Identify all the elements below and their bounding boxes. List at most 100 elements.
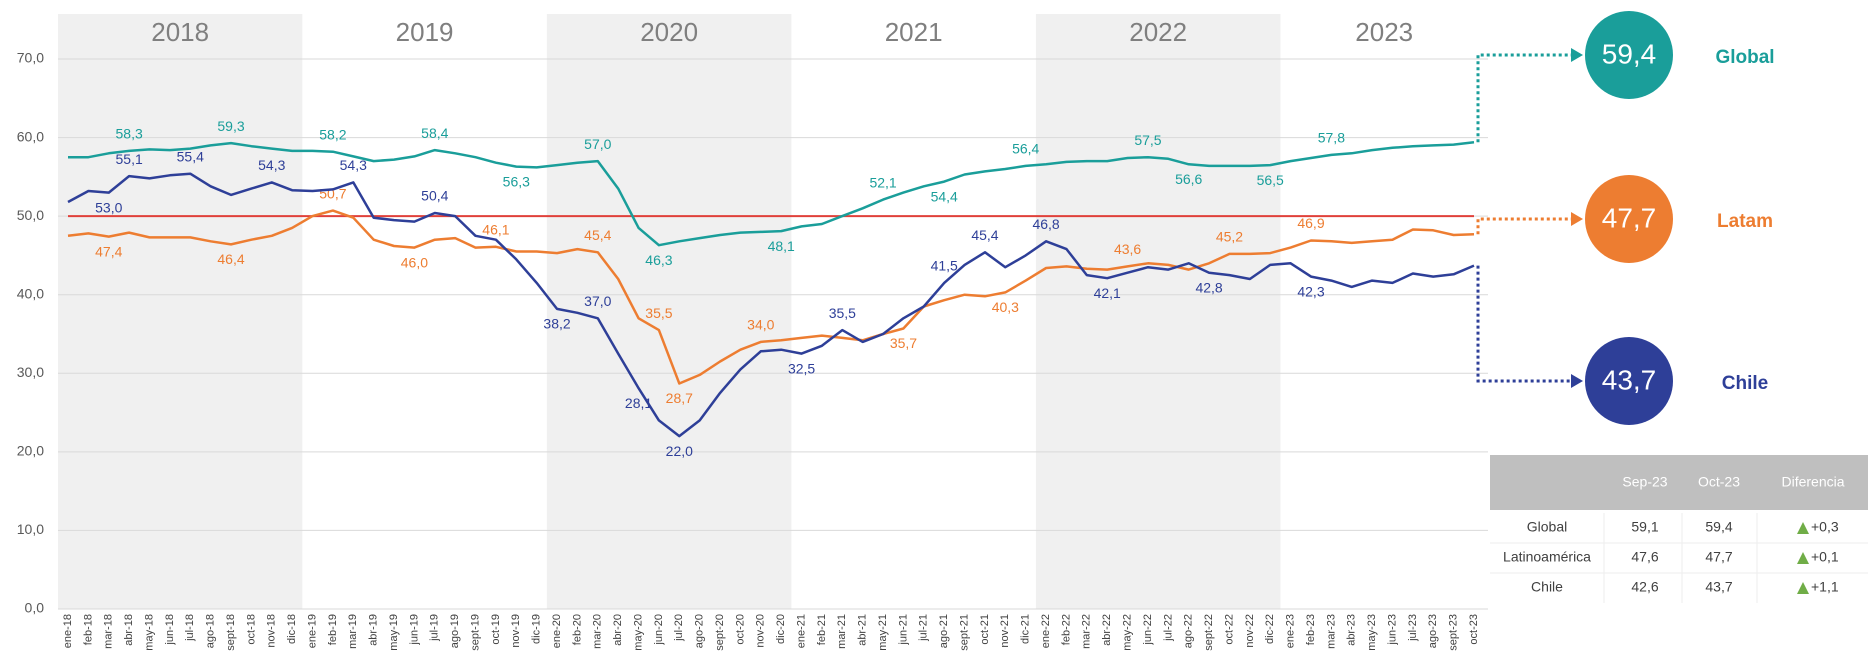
period-label: 2022 [1129, 17, 1187, 47]
x-tick-label: nov-18 [266, 614, 278, 648]
x-tick-label: may-19 [388, 614, 400, 651]
y-tick-label: 10,0 [17, 521, 44, 537]
end-bubble [1585, 337, 1673, 425]
data-label: 37,0 [584, 293, 611, 309]
x-tick-label: oct-18 [245, 614, 257, 645]
data-label: 42,8 [1195, 279, 1222, 295]
legend-name: Chile [1722, 373, 1768, 394]
data-label: 58,4 [421, 125, 448, 141]
x-tick-label: feb-20 [571, 614, 583, 645]
x-tick-label: jun-20 [653, 614, 665, 646]
data-label: 46,1 [482, 221, 509, 237]
x-tick-label: jun-22 [1142, 614, 1154, 646]
data-label: 54,3 [340, 157, 367, 173]
data-label: 28,7 [666, 390, 693, 406]
period-label: 2021 [885, 17, 943, 47]
x-tick-label: jul-22 [1162, 614, 1174, 642]
y-tick-label: 0,0 [25, 600, 45, 616]
x-tick-label: dic-19 [531, 614, 543, 644]
y-tick-label: 40,0 [17, 285, 44, 301]
period-label: 2020 [640, 17, 698, 47]
connector-arrow [1571, 48, 1583, 62]
x-tick-label: jul-21 [918, 614, 930, 642]
x-tick-label: mar-22 [1081, 614, 1093, 649]
x-tick-label: ene-23 [1285, 614, 1297, 648]
x-tick-label: oct-19 [490, 614, 502, 645]
x-tick-label: nov-20 [755, 614, 767, 648]
table-cell: +1,1 [1811, 579, 1839, 595]
period-label: 2018 [151, 17, 209, 47]
x-tick-label: mar-20 [592, 614, 604, 649]
legend-name: Global [1715, 47, 1774, 68]
x-tick-label: may-21 [877, 614, 889, 651]
x-tick-label: feb-22 [1060, 614, 1072, 645]
data-label: 52,1 [869, 174, 896, 190]
table-header: Oct-23 [1698, 474, 1740, 490]
x-tick-label: sept-20 [714, 614, 726, 651]
period-label: 2019 [396, 17, 454, 47]
end-value: 59,4 [1602, 38, 1657, 69]
data-label: 42,3 [1297, 283, 1324, 299]
x-tick-label: ago-21 [938, 614, 950, 648]
x-tick-label: may-20 [632, 614, 644, 651]
x-tick-label: jun-18 [164, 614, 176, 646]
x-tick-label: abr-20 [612, 614, 624, 646]
connector-arrow [1571, 374, 1583, 388]
data-label: 34,0 [747, 317, 774, 333]
data-label: 55,1 [116, 151, 143, 167]
data-label: 42,1 [1094, 285, 1121, 301]
x-tick-label: abr-19 [368, 614, 380, 646]
x-tick-label: mar-23 [1325, 614, 1337, 649]
x-tick-label: sept-23 [1448, 614, 1460, 651]
data-label: 58,3 [116, 126, 143, 142]
x-tick-label: feb-23 [1305, 614, 1317, 645]
x-tick-label: may-22 [1122, 614, 1134, 651]
y-tick-label: 60,0 [17, 128, 44, 144]
x-tick-label: ago-19 [449, 614, 461, 648]
data-label: 46,9 [1297, 215, 1324, 231]
x-tick-label: sept-22 [1203, 614, 1215, 651]
x-tick-label: jun-19 [408, 614, 420, 646]
x-tick-label: ene-21 [795, 614, 807, 648]
data-label: 45,4 [971, 227, 998, 243]
x-tick-label: sept-19 [469, 614, 481, 651]
data-label: 53,0 [95, 199, 122, 215]
x-tick-label: jul-20 [673, 614, 685, 642]
table-header: Sep-23 [1622, 474, 1667, 490]
table-row-label: Latinoamérica [1503, 549, 1591, 565]
data-label: 45,4 [584, 227, 611, 243]
x-tick-label: mar-21 [836, 614, 848, 649]
data-label: 35,5 [829, 305, 856, 321]
connector [1476, 217, 1571, 235]
data-label: 41,5 [931, 258, 958, 274]
series-line [67, 172, 1475, 438]
x-tick-label: ago-23 [1427, 614, 1439, 648]
x-tick-label: mar-18 [103, 614, 115, 649]
end-bubble [1585, 175, 1673, 263]
data-label: 59,3 [217, 118, 244, 134]
data-label: 32,5 [788, 360, 815, 376]
data-label: 57,8 [1318, 130, 1345, 146]
data-label: 57,5 [1134, 132, 1161, 148]
up-triangle [1797, 582, 1809, 594]
x-tick-label: ene-18 [62, 614, 74, 648]
x-tick-label: may-23 [1366, 614, 1378, 651]
x-tick-label: ago-20 [694, 614, 706, 648]
x-tick-label: may-18 [143, 614, 155, 651]
x-tick-label: jul-23 [1407, 614, 1419, 642]
data-label: 57,0 [584, 136, 611, 152]
data-label: 45,2 [1216, 229, 1243, 245]
data-label: 28,1 [625, 395, 652, 411]
x-tick-label: abr-23 [1346, 614, 1358, 646]
x-tick-label: ene-19 [306, 614, 318, 648]
series-line [68, 141, 1475, 247]
table-cell: 47,7 [1705, 549, 1732, 565]
x-tick-label: oct-20 [734, 614, 746, 645]
up-triangle [1797, 552, 1809, 564]
data-label: 54,4 [931, 188, 958, 204]
data-label: 35,7 [890, 335, 917, 351]
x-tick-label: ene-20 [551, 614, 563, 648]
x-tick-label: ago-22 [1183, 614, 1195, 648]
data-label: 56,4 [1012, 141, 1039, 157]
